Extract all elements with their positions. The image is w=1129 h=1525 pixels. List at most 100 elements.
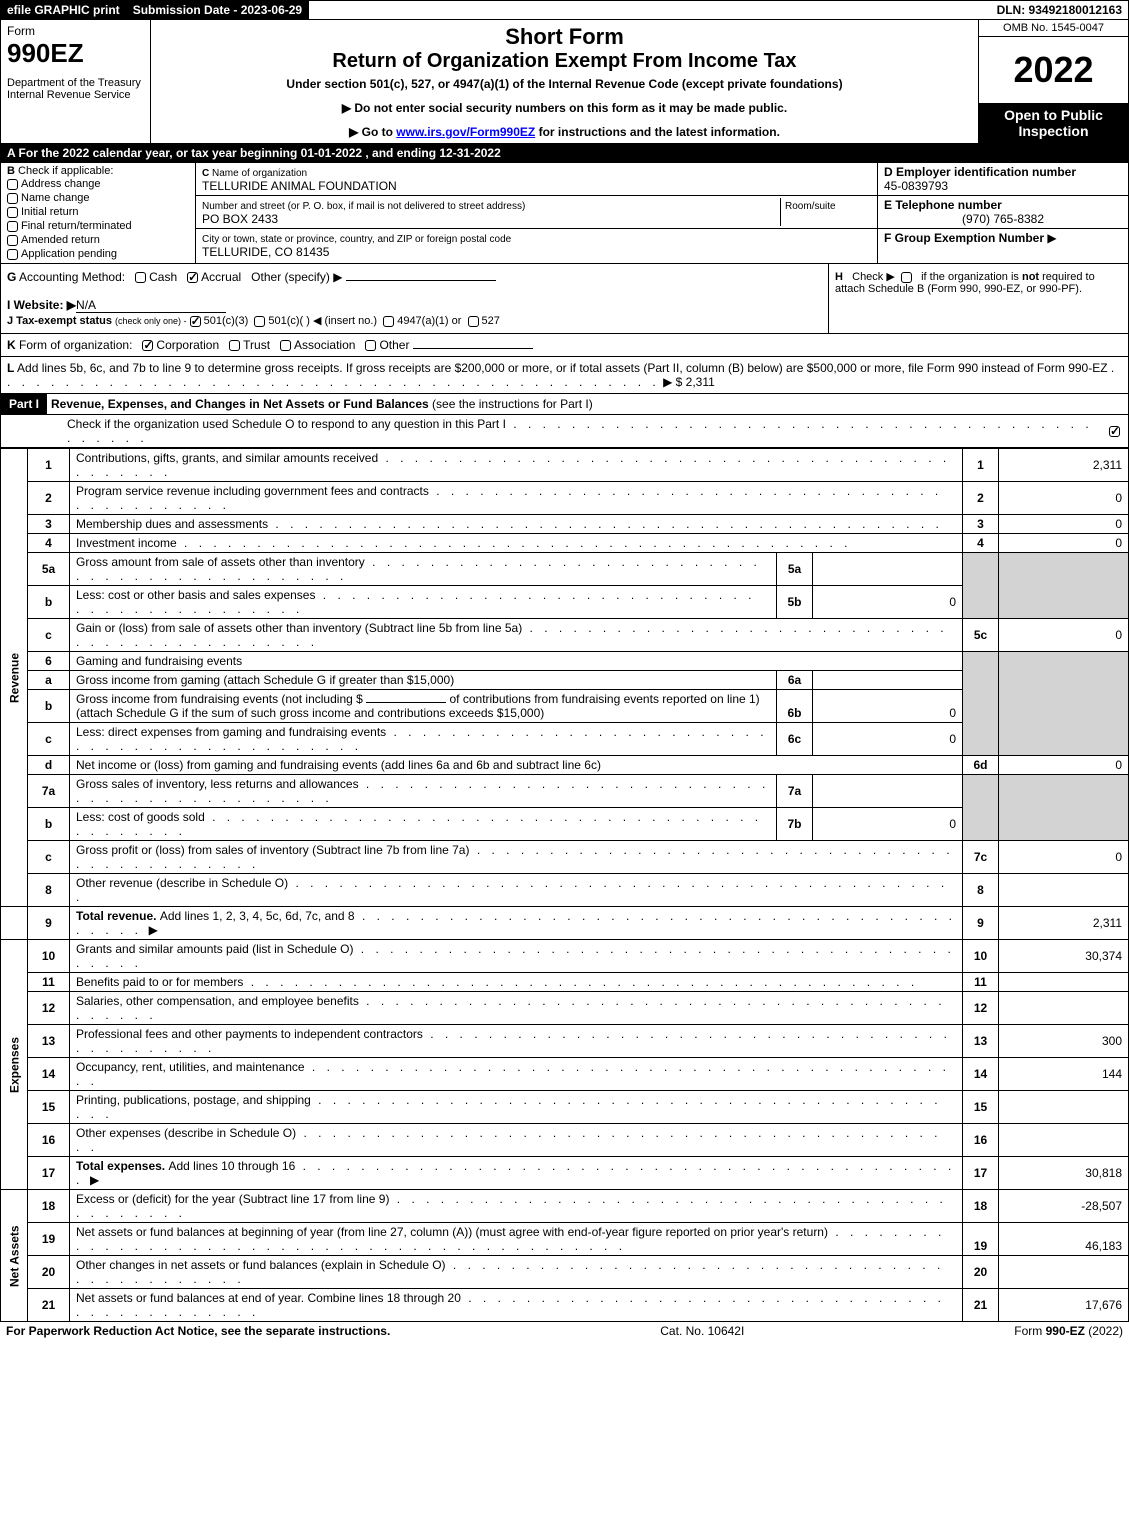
- other-org-input[interactable]: [413, 348, 533, 349]
- line-6a: a Gross income from gaming (attach Sched…: [1, 671, 1129, 690]
- line-6d-no: d: [28, 756, 70, 775]
- line-12: 12 Salaries, other compensation, and emp…: [1, 992, 1129, 1025]
- box-d: D Employer identification number 45-0839…: [878, 163, 1128, 196]
- line-9-desc: Total revenue.: [76, 909, 160, 923]
- chk-trust[interactable]: [229, 340, 240, 351]
- chk-4947[interactable]: [383, 316, 394, 327]
- line-6c-no: c: [28, 723, 70, 756]
- line-6d-desc: Net income or (loss) from gaming and fun…: [70, 756, 963, 775]
- line-5c-no: c: [28, 619, 70, 652]
- spacer: [309, 1, 990, 19]
- line-13-desc: Professional fees and other payments to …: [76, 1027, 951, 1055]
- line-4-desc: Investment income: [76, 536, 851, 550]
- chk-address-change[interactable]: [7, 179, 18, 190]
- line-7c-no: c: [28, 841, 70, 874]
- chk-final-return[interactable]: [7, 221, 18, 232]
- chk-association[interactable]: [280, 340, 291, 351]
- sidebar-revenue: Revenue: [1, 449, 28, 907]
- chk-initial-return[interactable]: [7, 207, 18, 218]
- line-7b: b Less: cost of goods sold 7b 0: [1, 808, 1129, 841]
- line-6b-blank[interactable]: [366, 702, 446, 703]
- line-2-col: 2: [963, 482, 999, 515]
- box-h-text2: if the organization is: [921, 271, 1022, 283]
- line-15-no: 15: [28, 1091, 70, 1124]
- line-2-no: 2: [28, 482, 70, 515]
- box-l-text: Add lines 5b, 6c, and 7b to line 9 to de…: [17, 361, 1108, 375]
- line-14-desc: Occupancy, rent, utilities, and maintena…: [76, 1060, 950, 1088]
- submission-date: Submission Date - 2023-06-29: [127, 1, 309, 19]
- chk-cash-label: Cash: [149, 270, 177, 284]
- gh-row: G Accounting Method: Cash Accrual Other …: [0, 264, 1129, 334]
- line-7a: 7a Gross sales of inventory, less return…: [1, 775, 1129, 808]
- line-6-no: 6: [28, 652, 70, 671]
- line-12-desc: Salaries, other compensation, and employ…: [76, 994, 946, 1022]
- footer-right-prefix: Form: [1014, 1324, 1045, 1338]
- line-5a-no: 5a: [28, 553, 70, 586]
- line-7a-no: 7a: [28, 775, 70, 808]
- line-21-desc: Net assets or fund balances at end of ye…: [76, 1291, 945, 1319]
- line-5c-col: 5c: [963, 619, 999, 652]
- line-1-no: 1: [28, 449, 70, 482]
- note-goto-suffix: for instructions and the latest informat…: [535, 125, 780, 139]
- line-17-desc: Total expenses.: [76, 1159, 168, 1173]
- line-6a-no: a: [28, 671, 70, 690]
- line-5b-subval: 0: [813, 586, 963, 619]
- chk-cash[interactable]: [135, 272, 146, 283]
- line-6: 6 Gaming and fundraising events: [1, 652, 1129, 671]
- chk-schedule-b[interactable]: [901, 272, 912, 283]
- chk-other-org[interactable]: [365, 340, 376, 351]
- line-7b-subval: 0: [813, 808, 963, 841]
- other-specify-input[interactable]: [346, 280, 496, 281]
- line-6b-subval: 0: [813, 690, 963, 723]
- chk-association-label: Association: [294, 338, 355, 352]
- line-9-val: 2,311: [999, 907, 1129, 940]
- line-20-val: [999, 1256, 1129, 1289]
- website-value: N/A: [76, 298, 226, 313]
- chk-name-change[interactable]: [7, 193, 18, 204]
- line-7a-desc: Gross sales of inventory, less returns a…: [76, 777, 769, 805]
- box-h-not: not: [1022, 271, 1039, 283]
- line-7a-sub: 7a: [777, 775, 813, 808]
- part1-label: Part I: [1, 394, 47, 414]
- line-6abc-shade-val: [999, 652, 1129, 756]
- footer-center: Cat. No. 10642I: [660, 1324, 744, 1338]
- chk-accrual[interactable]: [187, 272, 198, 283]
- chk-schedule-o[interactable]: [1109, 426, 1120, 437]
- page-footer: For Paperwork Reduction Act Notice, see …: [0, 1322, 1129, 1340]
- line-6c: c Less: direct expenses from gaming and …: [1, 723, 1129, 756]
- line-18-desc: Excess or (deficit) for the year (Subtra…: [76, 1192, 947, 1220]
- line-8-col: 8: [963, 874, 999, 907]
- lines-table: Revenue 1 Contributions, gifts, grants, …: [0, 448, 1129, 1322]
- line-10: Expenses 10 Grants and similar amounts p…: [1, 940, 1129, 973]
- subtitle: Under section 501(c), 527, or 4947(a)(1)…: [157, 77, 972, 91]
- chk-527[interactable]: [468, 316, 479, 327]
- box-k-text: Form of organization:: [19, 338, 132, 352]
- box-c-name-row: C Name of organization TELLURIDE ANIMAL …: [196, 163, 877, 196]
- line-20-col: 20: [963, 1256, 999, 1289]
- chk-application-pending[interactable]: [7, 249, 18, 260]
- chk-501c[interactable]: [254, 316, 265, 327]
- line-9-col: 9: [963, 907, 999, 940]
- line-18: Net Assets 18 Excess or (deficit) for th…: [1, 1190, 1129, 1223]
- line-7b-no: b: [28, 808, 70, 841]
- footer-right-bold: 990-EZ: [1046, 1324, 1085, 1338]
- tax-year: 2022: [979, 37, 1128, 103]
- ein-value: 45-0839793: [884, 179, 948, 193]
- line-6a-sub: 6a: [777, 671, 813, 690]
- title-return: Return of Organization Exempt From Incom…: [157, 50, 972, 73]
- line-15-col: 15: [963, 1091, 999, 1124]
- line-20-desc: Other changes in net assets or fund bala…: [76, 1258, 944, 1286]
- phone-value: (970) 765-8382: [884, 212, 1122, 226]
- line-17-val: 30,818: [999, 1157, 1129, 1190]
- chk-527-label: 527: [482, 315, 500, 327]
- box-f-arrow: ▶: [1047, 231, 1056, 245]
- chk-corporation[interactable]: [142, 340, 153, 351]
- line-12-no: 12: [28, 992, 70, 1025]
- irs-link[interactable]: www.irs.gov/Form990EZ: [396, 125, 535, 139]
- chk-amended-return[interactable]: [7, 235, 18, 246]
- line-3-desc: Membership dues and assessments: [76, 517, 943, 531]
- chk-501c3[interactable]: [190, 316, 201, 327]
- line-16-desc: Other expenses (describe in Schedule O): [76, 1126, 942, 1154]
- box-g-text: Accounting Method:: [19, 270, 125, 284]
- chk-other-label: Other (specify) ▶: [251, 270, 342, 284]
